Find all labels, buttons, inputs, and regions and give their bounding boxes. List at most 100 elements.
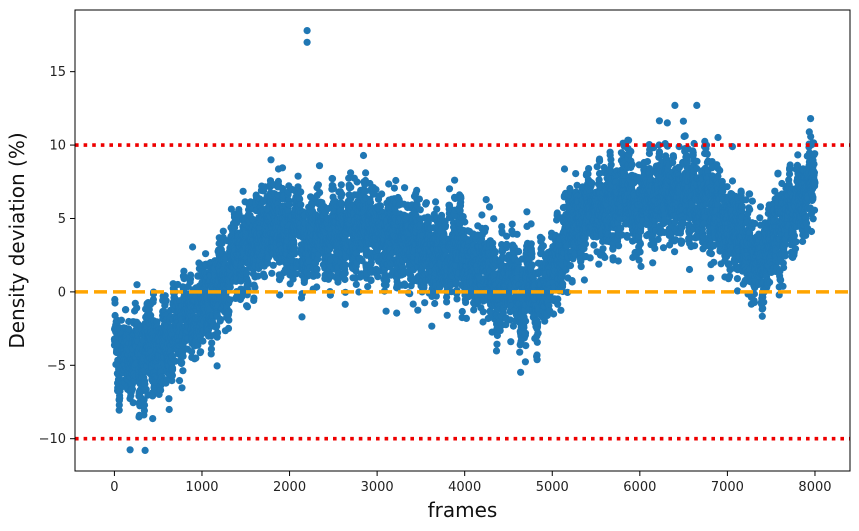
data-point (239, 187, 247, 195)
data-point (213, 322, 221, 330)
data-point (202, 250, 210, 258)
data-point (401, 184, 409, 192)
data-point (342, 261, 350, 269)
data-point (517, 368, 525, 376)
data-point (290, 250, 298, 258)
data-point (254, 272, 262, 280)
data-point (140, 407, 148, 415)
data-point (133, 281, 141, 289)
data-point (352, 280, 360, 288)
data-point (515, 248, 523, 256)
data-point (341, 300, 349, 308)
data-point (129, 399, 137, 407)
data-point (528, 250, 536, 258)
data-point (513, 230, 521, 238)
data-point (481, 224, 490, 232)
data-point (522, 317, 530, 325)
data-point (244, 278, 252, 286)
data-point (165, 395, 173, 403)
data-point (207, 345, 215, 353)
data-point (126, 446, 134, 454)
data-point (157, 386, 165, 394)
data-point (533, 356, 541, 364)
data-point (382, 307, 390, 315)
data-point (364, 283, 372, 291)
data-point (415, 195, 423, 203)
data-point (297, 201, 305, 209)
data-point (199, 337, 207, 345)
data-point (521, 329, 530, 337)
data-point (168, 377, 176, 385)
data-point (414, 306, 422, 314)
data-point (117, 316, 125, 324)
data-point (527, 220, 535, 228)
data-point (533, 338, 541, 346)
data-point (115, 406, 123, 414)
data-point (189, 243, 197, 251)
data-point (337, 181, 345, 189)
data-point (441, 222, 450, 230)
data-point (390, 184, 398, 192)
data-point (328, 175, 337, 183)
data-point (392, 176, 400, 185)
data-point (250, 294, 258, 302)
data-point (296, 195, 304, 203)
data-point (534, 329, 542, 337)
data-point (290, 244, 299, 252)
data-point (285, 201, 293, 209)
data-point (508, 220, 516, 228)
data-point (492, 347, 501, 355)
data-point (479, 308, 487, 316)
data-point (372, 186, 380, 194)
data-point (268, 269, 276, 277)
data-point (457, 194, 465, 202)
data-point (187, 271, 195, 279)
data-point (149, 415, 157, 423)
data-point (538, 235, 546, 243)
data-point (341, 275, 349, 284)
data-point (489, 239, 497, 247)
points-layer (110, 27, 819, 454)
data-point (179, 352, 187, 360)
data-point (314, 181, 322, 189)
data-point (225, 316, 233, 324)
data-point (128, 385, 136, 393)
data-point (313, 283, 321, 291)
data-point (507, 338, 515, 346)
data-point (180, 272, 188, 281)
data-point (485, 203, 494, 211)
data-point (433, 205, 441, 213)
data-point (178, 384, 186, 392)
data-point (316, 189, 324, 197)
data-point (315, 162, 324, 170)
data-point (409, 300, 417, 308)
data-point (493, 340, 501, 348)
data-point (178, 359, 186, 367)
data-point (528, 261, 536, 269)
data-point (269, 261, 277, 269)
data-point (219, 227, 227, 235)
data-point (367, 276, 375, 285)
data-point (162, 297, 170, 305)
data-point (362, 169, 370, 177)
data-point (453, 295, 461, 303)
data-point (169, 365, 177, 374)
data-point (503, 240, 511, 248)
data-point (534, 319, 542, 327)
data-point (341, 269, 349, 277)
data-point (197, 348, 205, 356)
data-point (175, 377, 184, 385)
data-point (243, 303, 252, 311)
data-point (539, 242, 548, 250)
data-point (462, 314, 470, 322)
data-point (490, 215, 498, 223)
data-point (214, 329, 222, 337)
data-point (431, 299, 439, 308)
data-point (226, 296, 234, 304)
data-point (125, 325, 133, 333)
data-point (421, 299, 429, 307)
data-point (451, 176, 459, 184)
data-point (347, 183, 355, 191)
data-point (208, 339, 216, 347)
data-point (378, 190, 386, 198)
